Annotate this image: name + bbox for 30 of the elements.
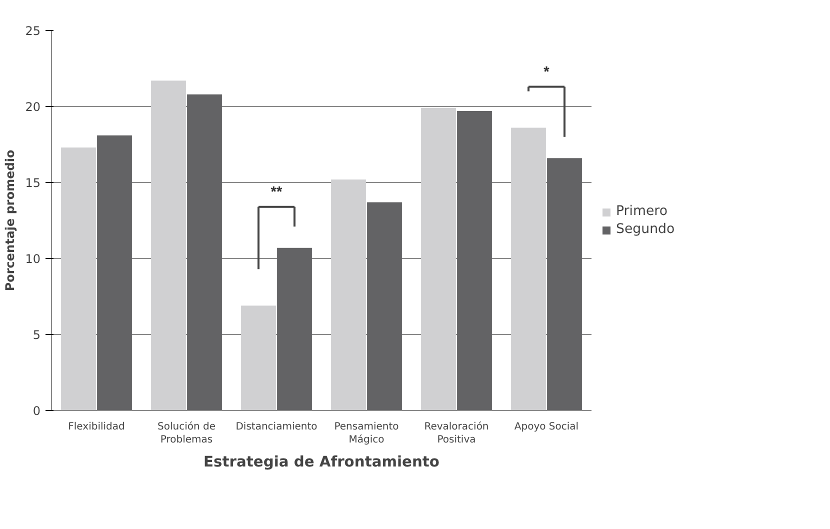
legend-label: Segundo <box>616 222 675 237</box>
x-tick-label: Flexibilidad <box>68 422 125 432</box>
x-axis-title: Estrategia de Afrontamiento <box>204 454 440 471</box>
x-tick-label: Distanciamiento <box>236 422 318 432</box>
bar <box>151 80 186 410</box>
y-tick-label: 25 <box>25 24 41 38</box>
y-tick-label: 5 <box>32 328 41 342</box>
bar <box>241 306 276 410</box>
bar <box>547 158 582 410</box>
annotation: ** <box>270 184 282 201</box>
legend-label: Primero <box>616 204 668 219</box>
bar <box>367 202 402 410</box>
y-tick-label: 10 <box>25 252 41 266</box>
y-tick-label: 20 <box>25 100 41 114</box>
bar <box>457 111 492 410</box>
x-tick-label: Revaloración Positiva <box>424 422 489 446</box>
bar <box>61 148 96 410</box>
bar <box>421 108 456 410</box>
annotation: * <box>544 64 550 81</box>
x-tick-label: Solución de Problemas <box>158 422 216 446</box>
bar <box>331 179 366 410</box>
x-tick-label: Apoyo Social <box>514 422 579 432</box>
bar <box>511 128 546 410</box>
y-axis-title: Porcentaje promedio <box>3 150 18 292</box>
x-tick-label: Pensamiento Mágico <box>334 422 399 446</box>
bar <box>277 248 312 410</box>
bar <box>187 94 222 410</box>
bar <box>97 135 132 410</box>
y-tick-label: 15 <box>25 176 41 190</box>
y-tick-label: 0 <box>32 404 41 418</box>
